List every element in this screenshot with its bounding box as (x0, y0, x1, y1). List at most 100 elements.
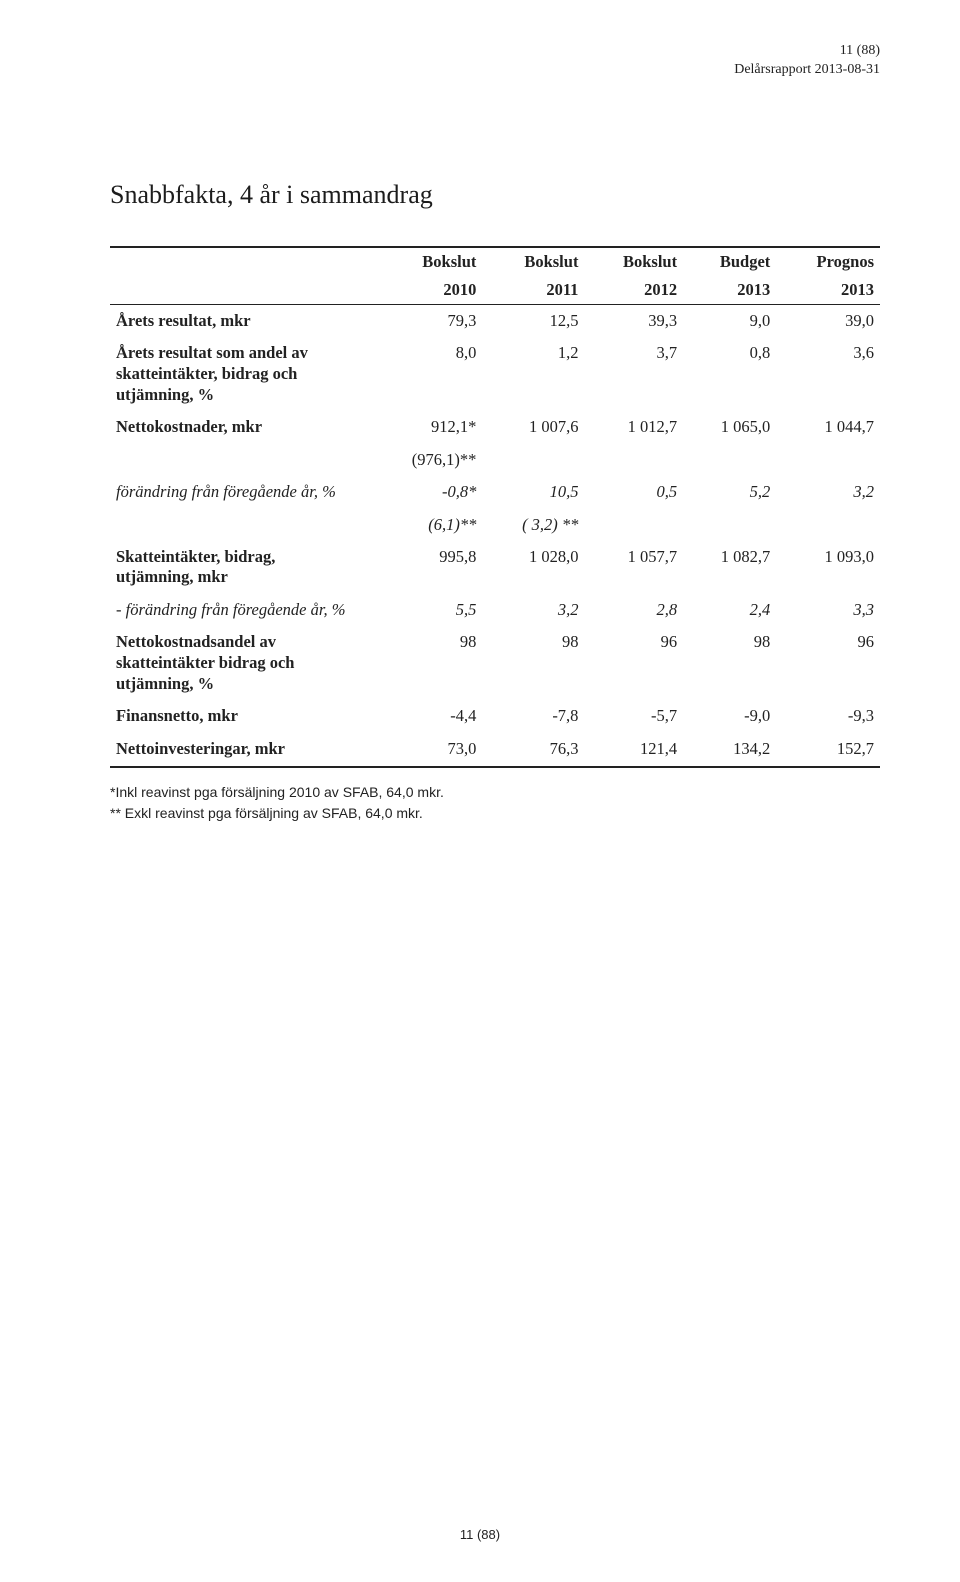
cell: 98 (683, 626, 776, 700)
cell: 3,6 (776, 337, 880, 411)
cell: 39,0 (776, 304, 880, 337)
row-label: Nettokostnader, mkr (110, 411, 368, 444)
header-report-line: Delårsrapport 2013-08-31 (110, 61, 880, 80)
row-label: Årets resultat som andel av skatteintäkt… (110, 337, 368, 411)
page-container: 11 (88) Delårsrapport 2013-08-31 Snabbfa… (0, 0, 960, 1582)
col-header-1-line1: Bokslut (482, 247, 584, 276)
page-header: 11 (88) Delårsrapport 2013-08-31 (110, 42, 880, 80)
col-header-0-line1: Bokslut (368, 247, 482, 276)
cell: 8,0 (368, 337, 482, 411)
cell: 96 (776, 626, 880, 700)
cell: 73,0 (368, 733, 482, 767)
cell: 1 012,7 (584, 411, 683, 444)
col-header-3-line1: Budget (683, 247, 776, 276)
cell: 5,5 (368, 594, 482, 627)
cell (683, 509, 776, 541)
row-label: Skatteintäkter, bidrag, utjämning, mkr (110, 541, 368, 594)
cell: 3,7 (584, 337, 683, 411)
cell (776, 509, 880, 541)
cell: 12,5 (482, 304, 584, 337)
data-table: Bokslut Bokslut Bokslut Budget Prognos 2… (110, 246, 880, 768)
row-label-empty (110, 444, 368, 476)
row-label: - förändring från föregående år, % (110, 594, 368, 627)
cell: 76,3 (482, 733, 584, 767)
cell: 96 (584, 626, 683, 700)
cell: 98 (482, 626, 584, 700)
cell: 1 044,7 (776, 411, 880, 444)
cell (584, 444, 683, 476)
cell: 1 007,6 (482, 411, 584, 444)
col-header-0-line2: 2010 (368, 276, 482, 305)
cell: 1,2 (482, 337, 584, 411)
footnote-1: *Inkl reavinst pga försäljning 2010 av S… (110, 782, 880, 803)
cell: 2,4 (683, 594, 776, 627)
footnote-2: ** Exkl reavinst pga försäljning av SFAB… (110, 803, 880, 824)
cell: -0,8* (368, 476, 482, 509)
col-header-4-line1: Prognos (776, 247, 880, 276)
cell: 98 (368, 626, 482, 700)
row-label: Årets resultat, mkr (110, 304, 368, 337)
cell (776, 444, 880, 476)
cell: -4,4 (368, 700, 482, 733)
cell: ( 3,2) ** (482, 509, 584, 541)
cell: 1 065,0 (683, 411, 776, 444)
cell: 1 057,7 (584, 541, 683, 594)
table-header-row-1: Bokslut Bokslut Bokslut Budget Prognos (110, 247, 880, 276)
cell: 10,5 (482, 476, 584, 509)
col-header-2-line1: Bokslut (584, 247, 683, 276)
row-label-empty (110, 509, 368, 541)
table-row: Finansnetto, mkr -4,4 -7,8 -5,7 -9,0 -9,… (110, 700, 880, 733)
cell (482, 444, 584, 476)
cell: 9,0 (683, 304, 776, 337)
cell: 0,8 (683, 337, 776, 411)
table-row-subline: (6,1)** ( 3,2) ** (110, 509, 880, 541)
table-header-row-2: 2010 2011 2012 2013 2013 (110, 276, 880, 305)
cell: 3,2 (482, 594, 584, 627)
cell (683, 444, 776, 476)
table-row: Skatteintäkter, bidrag, utjämning, mkr 9… (110, 541, 880, 594)
table-row: förändring från föregående år, % -0,8* 1… (110, 476, 880, 509)
row-label: Nettokostnadsandel av skatteintäkter bid… (110, 626, 368, 700)
cell: 3,2 (776, 476, 880, 509)
footnotes: *Inkl reavinst pga försäljning 2010 av S… (110, 782, 880, 824)
table-row: Nettokostnader, mkr 912,1* 1 007,6 1 012… (110, 411, 880, 444)
table-row-subline: (976,1)** (110, 444, 880, 476)
row-label: förändring från föregående år, % (110, 476, 368, 509)
header-empty (110, 247, 368, 276)
cell: 134,2 (683, 733, 776, 767)
col-header-1-line2: 2011 (482, 276, 584, 305)
cell: -9,3 (776, 700, 880, 733)
row-label: Finansnetto, mkr (110, 700, 368, 733)
page-title: Snabbfakta, 4 år i sammandrag (110, 180, 880, 210)
cell: -7,8 (482, 700, 584, 733)
cell: 0,5 (584, 476, 683, 509)
page-footer: 11 (88) (0, 1527, 960, 1542)
cell: 1 093,0 (776, 541, 880, 594)
cell (584, 509, 683, 541)
table-body: Årets resultat, mkr 79,3 12,5 39,3 9,0 3… (110, 304, 880, 766)
cell: 79,3 (368, 304, 482, 337)
cell: 5,2 (683, 476, 776, 509)
cell: 995,8 (368, 541, 482, 594)
cell: -5,7 (584, 700, 683, 733)
cell: 39,3 (584, 304, 683, 337)
table-row: Nettoinvesteringar, mkr 73,0 76,3 121,4 … (110, 733, 880, 767)
cell: 912,1* (368, 411, 482, 444)
cell: (6,1)** (368, 509, 482, 541)
cell: 152,7 (776, 733, 880, 767)
cell: 1 082,7 (683, 541, 776, 594)
cell: -9,0 (683, 700, 776, 733)
col-header-3-line2: 2013 (683, 276, 776, 305)
table-row: Nettokostnadsandel av skatteintäkter bid… (110, 626, 880, 700)
col-header-2-line2: 2012 (584, 276, 683, 305)
cell: 1 028,0 (482, 541, 584, 594)
cell: (976,1)** (368, 444, 482, 476)
cell: 2,8 (584, 594, 683, 627)
cell: 3,3 (776, 594, 880, 627)
table-row: Årets resultat som andel av skatteintäkt… (110, 337, 880, 411)
header-page-ref: 11 (88) (110, 42, 880, 61)
table-row: Årets resultat, mkr 79,3 12,5 39,3 9,0 3… (110, 304, 880, 337)
cell: 121,4 (584, 733, 683, 767)
table-row: - förändring från föregående år, % 5,5 3… (110, 594, 880, 627)
col-header-4-line2: 2013 (776, 276, 880, 305)
